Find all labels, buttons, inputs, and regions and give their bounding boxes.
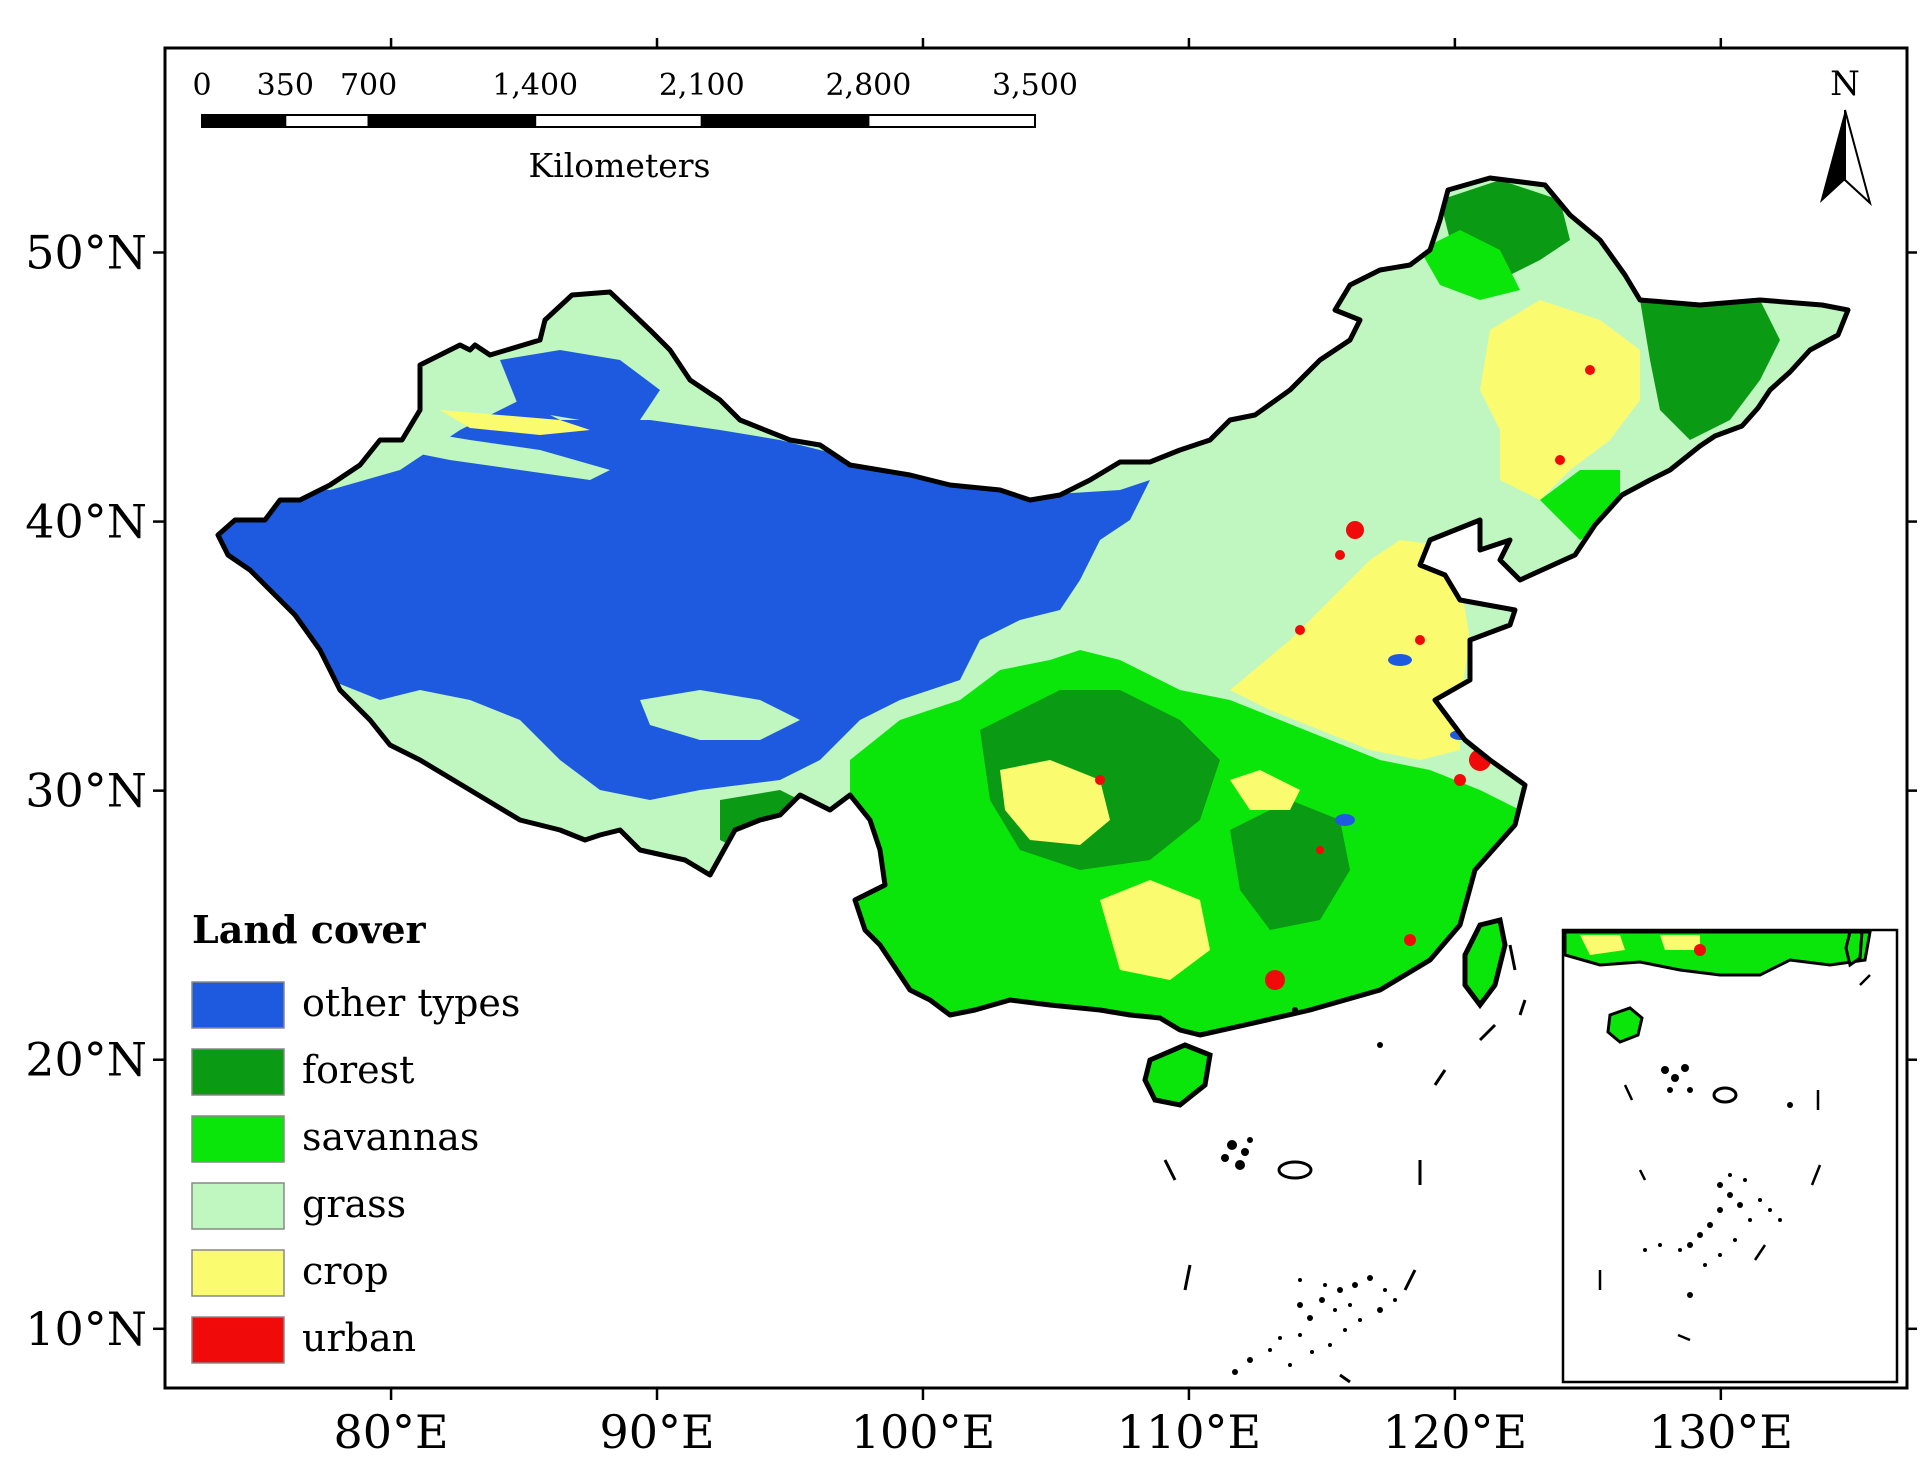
legend-swatch [191,1182,285,1230]
inset-map [1561,928,1899,1384]
lon-tick-label: 130°E [1649,1405,1793,1459]
scale-bar-label: 2,800 [825,68,911,103]
inset-south-china-coast [1563,930,1872,977]
lat-tick-label: 10°N [25,1302,147,1356]
legend-swatch [191,1115,285,1163]
land-cover-crop-region [1000,760,1110,845]
urban-patch [1346,521,1364,539]
land-cover-crop-region [440,410,590,435]
urban-patch [1585,365,1595,375]
land-cover-forest-region [720,790,820,860]
land-cover-grass-patch [400,430,610,480]
legend-label: urban [302,1316,416,1360]
inset-frame [1561,928,1899,1384]
land-cover-forest-region [1230,800,1350,930]
legend-label: grass [302,1182,406,1226]
urban-patch [1335,550,1345,560]
lon-tick-label: 100°E [851,1405,995,1459]
lake-patch [1388,654,1412,666]
south-china-sea-islands [1221,1007,1397,1375]
hainan-island [1142,1042,1213,1108]
latitude-axis: 50°N 40°N 30°N 20°N 10°N [25,225,1917,1356]
land-cover-other-types-region [500,350,660,420]
legend: Land cover other types forest savannas grass… [191,907,520,1364]
urban-patch [1095,775,1105,785]
land-cover-other-types-region [218,400,1150,800]
land-cover-crop-region [1230,540,1470,760]
land-cover-crop-region [1480,300,1640,500]
china-border-outline [215,175,1851,1038]
legend-label: crop [302,1249,389,1293]
lat-tick-label: 30°N [25,764,147,818]
scale-bar-segment [867,114,1037,128]
inset-islands [1643,1064,1793,1298]
land-cover-crop-region [1230,770,1300,810]
land-cover-grass-patch [640,690,800,740]
land-cover-forest-region [1640,290,1780,440]
north-arrow-label: N [1830,64,1860,104]
legend-swatch [191,1249,285,1297]
lat-tick-label: 40°N [25,495,147,549]
lon-tick-label: 80°E [333,1405,448,1459]
inset-hainan-island [1606,1006,1644,1044]
urban-patch [1295,625,1305,635]
lat-tick-label: 50°N [25,225,147,279]
legend-swatch [191,1048,285,1096]
legend-title: Land cover [192,907,427,952]
scale-bar-segment [201,114,287,128]
urban-patch [1316,846,1324,854]
scale-bar-segment [534,114,703,128]
island-outline [1277,1160,1313,1180]
lon-tick-label: 90°E [599,1405,714,1459]
urban-patch [1265,970,1285,990]
legend-label: savannas [302,1115,479,1159]
legend-label: other types [302,981,520,1025]
legend-swatch [191,1316,285,1364]
dash-line-boundary [1163,944,1527,1384]
scale-bar-label: 1,400 [492,68,578,103]
inset-urban-patch [1694,944,1706,956]
scale-bar-segment [700,114,870,128]
scale-bar-label: 350 [257,68,314,103]
north-arrow-icon: N [1820,64,1872,207]
scale-bar-segment [367,114,537,128]
urban-patch [1415,635,1425,645]
scale-bar-label: 3,500 [992,68,1078,103]
land-cover-crop-region [1100,880,1210,980]
urban-patch [1404,934,1416,946]
inset-taiwan-island [1844,930,1864,968]
lat-tick-label: 20°N [25,1033,147,1087]
longitude-axis: 80°E 90°E 100°E 110°E 120°E 130°E [333,38,1793,1459]
map-frame [163,46,1909,1390]
lon-tick-label: 110°E [1117,1405,1261,1459]
scale-bar-label: 700 [340,68,397,103]
scale-bar: 0 350 700 1,400 2,100 2,800 3,500 Kilometers [192,68,1077,185]
scale-bar-segment [284,114,370,128]
lon-tick-label: 120°E [1383,1405,1527,1459]
taiwan-island [1462,916,1508,1010]
scale-bar-unit: Kilometers [529,146,711,185]
scale-bar-label: 0 [192,68,211,103]
scale-bar-label: 2,100 [659,68,745,103]
inset-dash-lines [1598,974,1871,1342]
legend-label: forest [302,1048,414,1092]
lake-patch [1335,814,1355,826]
legend-swatch [191,981,285,1029]
inset-crop-patch [1660,935,1700,950]
land-cover-savannas-region [1420,230,1520,300]
inset-crop-patch [1580,935,1625,955]
urban-patch [1454,774,1466,786]
urban-patch [1555,455,1565,465]
inset-island-outline [1712,1086,1738,1104]
